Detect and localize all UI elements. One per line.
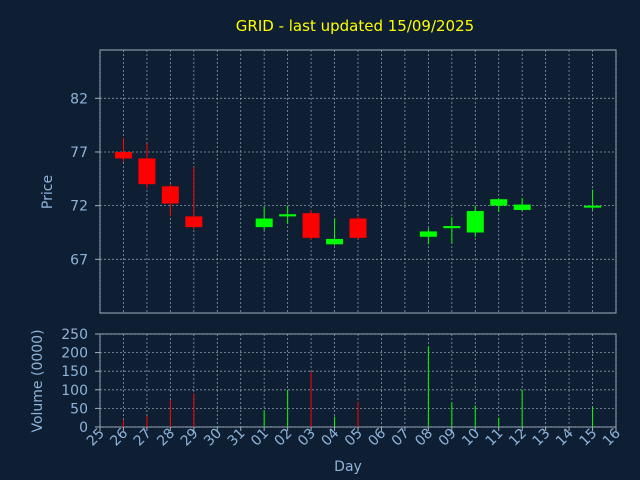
candle-body (161, 186, 179, 204)
candle-body (138, 158, 156, 185)
volume-ytick-label: 250 (61, 327, 88, 343)
price-panel: 67 72 77 82 (70, 49, 617, 314)
price-axis-label: Price (40, 175, 56, 209)
volume-ytick-label: 200 (61, 346, 88, 362)
candle-body (490, 199, 508, 206)
candle-body (584, 205, 602, 208)
chart-title: GRID - last updated 15/09/2025 (236, 17, 474, 35)
x-tick-label: 11 (483, 426, 507, 450)
volume-ytick-label: 150 (61, 364, 88, 380)
x-tick-label: 27 (131, 426, 155, 450)
price-ytick-label: 67 (70, 252, 88, 268)
price-frame (99, 49, 617, 314)
x-tick-label: 31 (225, 426, 249, 450)
candle-body (349, 218, 367, 238)
x-tick-label: 04 (318, 425, 342, 449)
x-tick-label: 06 (365, 425, 389, 449)
x-tick-label: 28 (154, 426, 178, 450)
x-tick-label: 29 (178, 426, 202, 450)
price-ytick-label: 77 (70, 145, 88, 161)
x-tick-label: 01 (248, 426, 272, 450)
x-tick-label: 07 (389, 426, 413, 450)
candle-body (279, 214, 297, 217)
x-tick-label: 26 (107, 425, 131, 449)
volume-ytick-label: 50 (70, 401, 88, 417)
x-tick-label: 14 (553, 425, 577, 449)
x-tick-label: 02 (272, 426, 296, 450)
x-tick-label: 13 (530, 426, 554, 450)
x-tick-label: 03 (295, 426, 319, 450)
volume-ytick-label: 0 (79, 420, 88, 436)
volume-axis-label: Volume (0000) (30, 329, 46, 432)
volume-ytick-label: 100 (61, 383, 88, 399)
x-tick-label: 12 (506, 426, 530, 450)
candle-body (419, 231, 437, 237)
candle-body (466, 211, 484, 233)
candle-body (185, 216, 203, 228)
candle-body (443, 226, 461, 229)
x-tick-label: 10 (459, 426, 483, 450)
candle-body (302, 213, 320, 238)
price-ytick-label: 72 (70, 199, 88, 215)
candle-body (326, 238, 344, 245)
x-tick-label: 30 (201, 426, 225, 450)
x-tick-label: 16 (600, 425, 624, 449)
candle-body (513, 204, 531, 210)
candle-body (255, 218, 273, 228)
price-ytick-label: 82 (70, 91, 88, 107)
x-tick-label: 05 (342, 426, 366, 450)
x-tick-label: 15 (576, 426, 600, 450)
x-axis-label: Day (334, 459, 362, 475)
candle-body (114, 151, 132, 159)
x-tick-label: 08 (412, 426, 436, 450)
x-tick-label: 09 (436, 426, 460, 450)
